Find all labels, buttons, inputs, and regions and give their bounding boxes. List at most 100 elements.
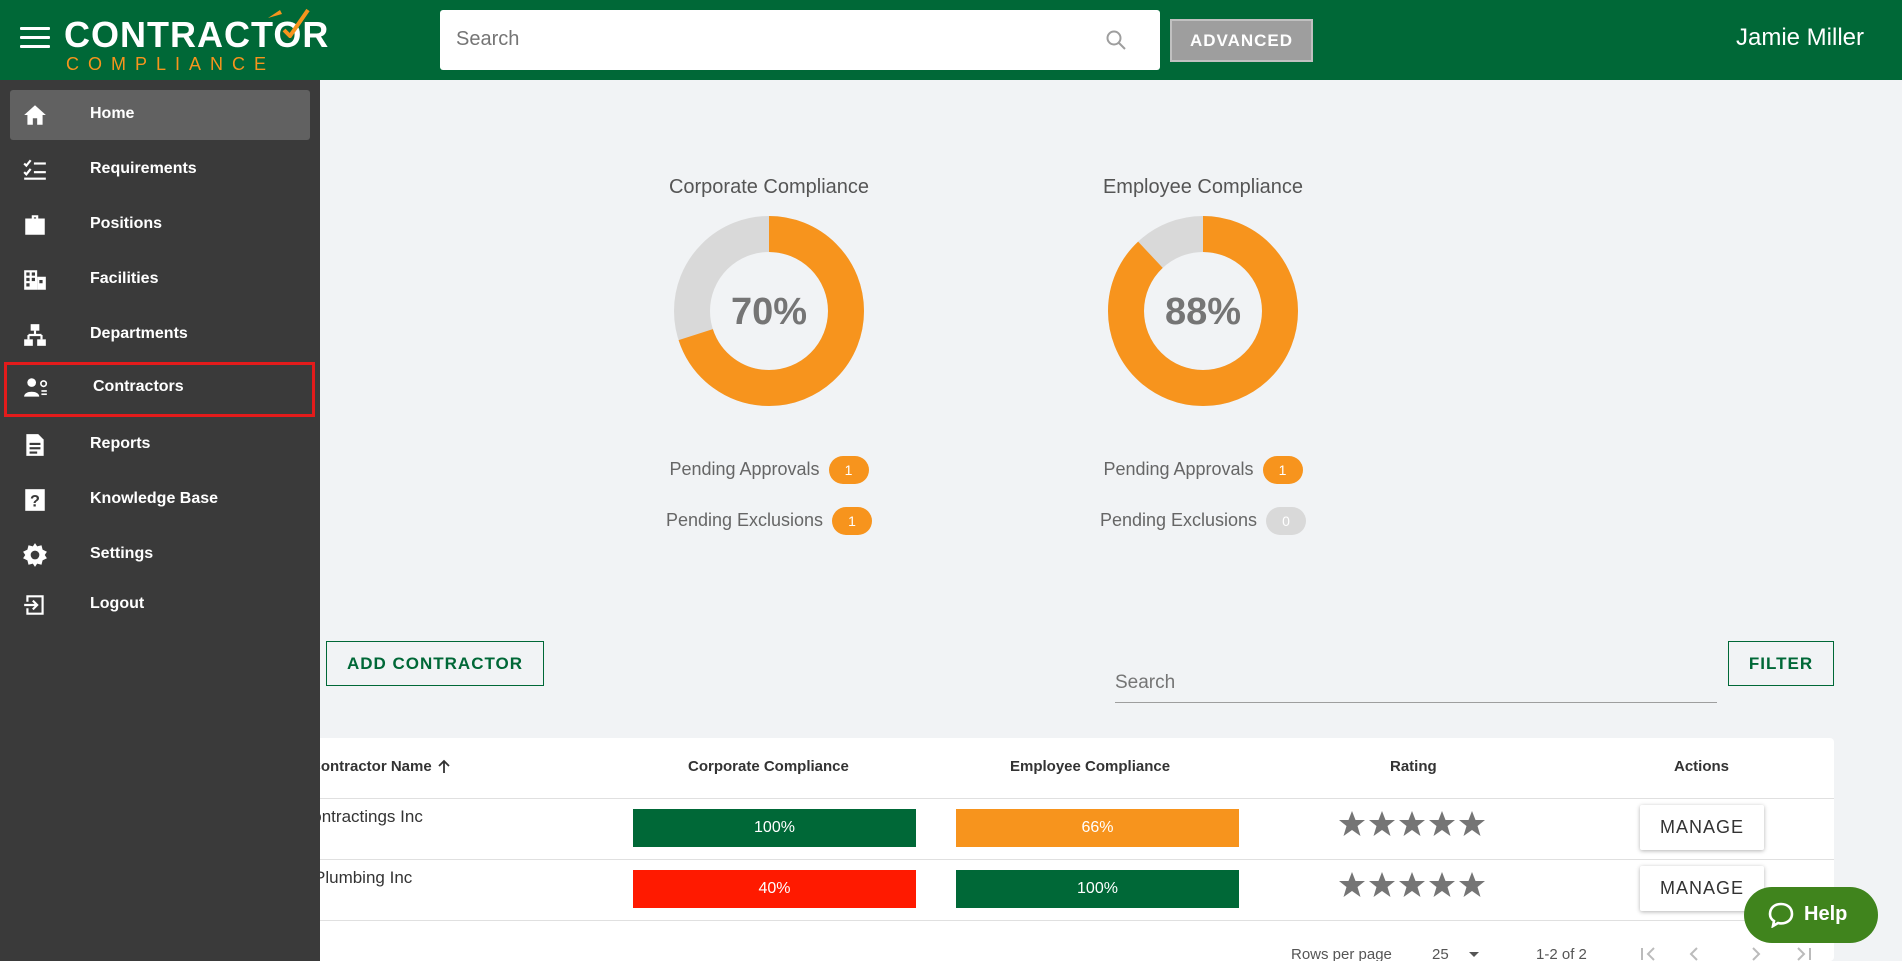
user-name[interactable]: Jamie Miller xyxy=(1735,24,1864,51)
logout-icon xyxy=(24,595,44,615)
corporate-compliance-bar: 40% xyxy=(633,870,916,908)
corporate-compliance-widget: Corporate Compliance 70% Pending Approva… xyxy=(639,176,899,535)
employee-compliance-bar: 100% xyxy=(956,870,1239,908)
org-chart-icon xyxy=(24,324,46,346)
checklist-icon xyxy=(23,159,46,180)
sidebar-item-label: Logout xyxy=(90,595,145,612)
column-header-actions: Actions xyxy=(1674,758,1730,775)
add-contractor-button[interactable]: ADD CONTRACTOR xyxy=(326,641,544,686)
sidebar-item-contractors[interactable]: Contractors xyxy=(4,362,315,417)
pending-exclusions-badge: 1 xyxy=(832,507,873,535)
sidebar-item-facilities[interactable]: Facilities xyxy=(10,255,310,305)
employee-compliance-donut: 88% xyxy=(1108,216,1298,406)
sidebar-item-label: Reports xyxy=(90,435,151,452)
svg-text:?: ? xyxy=(30,493,40,511)
sidebar-item-label: Requirements xyxy=(90,160,197,177)
employee-compliance-arc xyxy=(1108,216,1298,406)
corporate-compliance-percent: 70% xyxy=(731,291,807,333)
table-search xyxy=(1115,665,1717,703)
sidebar-item-reports[interactable]: Reports xyxy=(10,420,310,470)
briefcase-icon xyxy=(25,215,45,235)
sidebar-item-requirements[interactable]: Requirements xyxy=(10,145,310,195)
rows-per-page-select[interactable]: 25 xyxy=(1432,946,1449,961)
column-header-corporate-compliance[interactable]: Corporate Compliance xyxy=(688,758,849,775)
help-button[interactable]: Help xyxy=(1744,887,1878,943)
first-page-icon[interactable] xyxy=(1636,942,1660,961)
star-icon xyxy=(1339,811,1365,836)
filter-button[interactable]: FILTER xyxy=(1728,641,1834,686)
menu-icon[interactable] xyxy=(20,27,50,53)
star-icon xyxy=(1339,872,1365,897)
pending-exclusions-badge: 0 xyxy=(1266,507,1307,535)
sidebar-item-logout[interactable]: Logout xyxy=(10,580,310,630)
sort-ascending-icon[interactable] xyxy=(436,759,452,775)
employee-compliance-title: Employee Compliance xyxy=(1102,176,1304,198)
header-divider xyxy=(290,798,1834,799)
manage-button[interactable]: MANAGE xyxy=(1640,805,1764,850)
star-icon xyxy=(1429,872,1455,897)
pending-approvals-label: Pending Approvals xyxy=(669,458,820,479)
building-icon xyxy=(24,270,46,290)
row-divider xyxy=(290,859,1834,860)
star-icon xyxy=(1429,811,1455,836)
logo: CONTRACTOR COMPLIANCE xyxy=(64,8,328,74)
sidebar-item-knowledge-base[interactable]: ? Knowledge Base xyxy=(10,475,310,525)
corporate-pending-approvals[interactable]: Pending Approvals 1 xyxy=(639,456,899,484)
column-header-label: Contractor Name xyxy=(310,758,432,775)
contractor-name[interactable]: Contractings Inc xyxy=(300,807,423,826)
contractors-table: Contractor Name Corporate Compliance Emp… xyxy=(290,738,1834,961)
global-search xyxy=(440,10,1160,70)
row-divider xyxy=(290,920,1834,921)
search-icon[interactable] xyxy=(1104,28,1128,52)
sidebar-item-settings[interactable]: Settings xyxy=(10,530,310,580)
home-icon xyxy=(24,105,46,125)
logo-check-icon xyxy=(268,8,310,38)
help-label: Help xyxy=(1804,903,1848,925)
star-icon xyxy=(1459,811,1485,836)
sidebar-item-label: Home xyxy=(90,105,135,122)
sidebar-item-label: Settings xyxy=(90,545,154,562)
employee-compliance-widget: Employee Compliance 88% Pending Approval… xyxy=(1073,176,1333,535)
sidebar-item-label: Facilities xyxy=(90,270,159,287)
pending-approvals-badge: 1 xyxy=(1262,456,1303,484)
manage-button[interactable]: MANAGE xyxy=(1640,866,1764,911)
global-search-input[interactable] xyxy=(440,10,1060,68)
sidebar-item-label: Knowledge Base xyxy=(90,490,219,507)
sidebar-item-departments[interactable]: Departments xyxy=(10,310,310,360)
rows-per-page-label: Rows per page xyxy=(1291,946,1392,961)
employee-pending-exclusions[interactable]: Pending Exclusions 0 xyxy=(1073,507,1333,535)
last-page-icon[interactable] xyxy=(1792,942,1816,961)
pending-exclusions-label: Pending Exclusions xyxy=(1099,509,1258,530)
contractor-name[interactable]: Plumbing Inc xyxy=(314,868,413,887)
dropdown-arrow-icon[interactable] xyxy=(1462,942,1486,961)
employee-compliance-bar: 66% xyxy=(956,809,1239,847)
corporate-compliance-title: Corporate Compliance xyxy=(668,176,870,198)
star-icon xyxy=(1459,872,1485,897)
star-icon xyxy=(1369,872,1395,897)
pagination-range: 1-2 of 2 xyxy=(1536,946,1587,961)
column-header-employee-compliance[interactable]: Employee Compliance xyxy=(1010,758,1171,775)
rating-stars[interactable] xyxy=(1337,809,1497,839)
logo-title: CONTRACTOR xyxy=(64,14,330,55)
sidebar-item-positions[interactable]: Positions xyxy=(10,200,310,250)
advanced-search-button[interactable]: ADVANCED xyxy=(1170,19,1313,62)
column-header-rating[interactable]: Rating xyxy=(1390,758,1437,775)
report-icon xyxy=(26,434,44,456)
corporate-compliance-bar: 100% xyxy=(633,809,916,847)
sidebar-item-label: Contractors xyxy=(93,378,184,395)
contractor-icon xyxy=(24,378,48,397)
sidebar: Home Requirements Positions Facilities D… xyxy=(0,80,320,961)
sidebar-item-home[interactable]: Home xyxy=(10,90,310,140)
top-bar: CONTRACTOR COMPLIANCE ADVANCED Jamie Mil… xyxy=(0,0,1902,80)
pending-approvals-badge: 1 xyxy=(828,456,869,484)
column-header-contractor-name[interactable]: Contractor Name xyxy=(310,758,452,775)
contractor-search-input[interactable] xyxy=(1115,665,1717,701)
chat-bubble-icon xyxy=(1768,902,1794,928)
previous-page-icon[interactable] xyxy=(1682,942,1706,961)
corporate-pending-exclusions[interactable]: Pending Exclusions 1 xyxy=(639,507,899,535)
employee-pending-approvals[interactable]: Pending Approvals 1 xyxy=(1073,456,1333,484)
rating-stars[interactable] xyxy=(1337,870,1497,900)
next-page-icon[interactable] xyxy=(1744,942,1768,961)
logo-subtitle: COMPLIANCE xyxy=(66,54,276,74)
corporate-compliance-arc xyxy=(674,216,864,406)
